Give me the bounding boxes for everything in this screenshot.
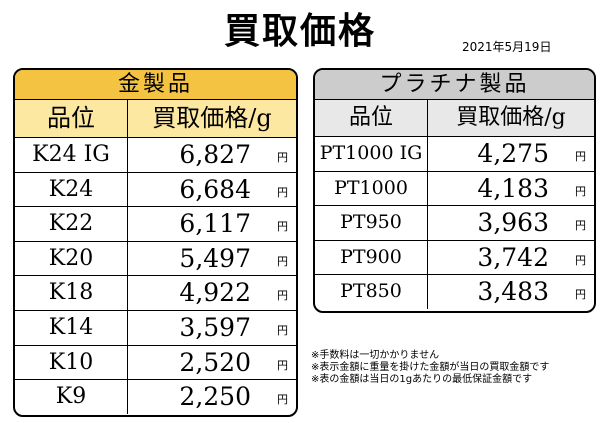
platinum-grade: PT850 <box>315 275 428 309</box>
gold-table-row: K24 6,684 円 <box>15 172 296 208</box>
platinum-grade: PT1000 <box>315 171 428 206</box>
platinum-unit: 円 <box>575 150 586 163</box>
platinum-unit: 円 <box>575 253 586 267</box>
gold-price-cell: 5,497 円 <box>128 242 296 276</box>
platinum-price-cell: 3,963 円 <box>428 206 594 240</box>
note-item: ※手数料は一切かかりません <box>311 350 440 361</box>
gold-price: 6,117 <box>179 209 251 239</box>
platinum-price-cell: 3,742 円 <box>428 241 594 275</box>
gold-price-cell: 2,250 円 <box>128 380 296 414</box>
platinum-unit: 円 <box>575 184 586 198</box>
gold-table-row: K20 5,497 円 <box>15 241 296 277</box>
price-date: 2021年5月19日 <box>462 40 552 54</box>
gold-price: 6,684 <box>179 174 251 204</box>
gold-price-cell: 6,827 円 <box>128 138 296 172</box>
platinum-table-header: プラチナ製品 <box>315 70 594 100</box>
platinum-price: 3,963 <box>477 208 549 238</box>
gold-price: 2,250 <box>179 382 251 412</box>
gold-column-headers: 品位 買取価格/g <box>15 100 296 138</box>
platinum-table-row: PT1000 IG 4,275 円 <box>315 137 594 172</box>
gold-price-cell: 6,117 円 <box>128 207 296 241</box>
platinum-table-row: PT900 3,742 円 <box>315 240 594 276</box>
gold-grade: K10 <box>15 345 128 380</box>
gold-table-row: K18 4,922 円 <box>15 276 296 311</box>
note-item: ※表の金額は当日の1gあたりの最低保証金額です <box>311 374 533 385</box>
platinum-grade-column-header: 品位 <box>315 100 428 136</box>
gold-grade: K18 <box>15 276 128 310</box>
platinum-price-column-header: 買取価格/g <box>456 105 566 130</box>
gold-unit: 円 <box>277 185 288 199</box>
platinum-price: 4,275 <box>477 139 549 168</box>
gold-table-row: K14 3,597 円 <box>15 310 296 346</box>
gold-unit: 円 <box>277 289 288 303</box>
note-item: ※表示金額に重量を掛けた金額が当日の買取金額です <box>311 362 550 373</box>
gold-table-row: K9 2,250 円 <box>15 380 296 414</box>
gold-table-row: K24 IG 6,827 円 <box>15 138 296 173</box>
platinum-price-cell: 4,183 円 <box>428 172 594 206</box>
gold-unit: 円 <box>277 254 288 268</box>
gold-grade: K14 <box>15 310 128 345</box>
platinum-grade: PT900 <box>315 240 428 275</box>
platinum-price-table: プラチナ製品 品位 買取価格/g PT1000 IG 4,275 円 PT1000 4,… <box>313 68 596 313</box>
gold-price-table: 金製品 品位 買取価格/g K24 IG 6,827 円 K24 6,684 円 K22 6,… <box>13 68 298 417</box>
gold-price-column-header: 買取価格/g <box>152 104 272 132</box>
platinum-unit: 円 <box>575 288 586 302</box>
gold-grade-column-header: 品位 <box>15 100 128 137</box>
gold-grade: K20 <box>15 241 128 276</box>
gold-price-cell: 4,922 円 <box>128 276 296 310</box>
platinum-unit: 円 <box>575 219 586 233</box>
platinum-grade: PT1000 IG <box>315 137 428 171</box>
platinum-price-cell: 4,275 円 <box>428 137 594 171</box>
gold-grade: K24 <box>15 172 128 207</box>
platinum-column-headers: 品位 買取価格/g <box>315 100 594 137</box>
platinum-price: 3,483 <box>477 277 549 307</box>
gold-price: 3,597 <box>179 312 251 342</box>
platinum-table-row: PT850 3,483 円 <box>315 275 594 309</box>
gold-unit: 円 <box>277 393 288 407</box>
gold-unit: 円 <box>277 358 288 372</box>
gold-price-cell: 2,520 円 <box>128 346 296 380</box>
notes: ※手数料は一切かかりません ※表示金額に重量を掛けた金額が当日の買取金額です ※… <box>311 350 549 386</box>
gold-price: 5,497 <box>179 243 251 273</box>
gold-grade: K22 <box>15 207 128 241</box>
gold-table-row: K10 2,520 円 <box>15 345 296 381</box>
gold-price-cell: 6,684 円 <box>128 173 296 207</box>
gold-grade: K24 IG <box>15 138 128 172</box>
gold-grade: K9 <box>15 380 128 414</box>
gold-price-cell: 3,597 円 <box>128 311 296 345</box>
platinum-table-row: PT950 3,963 円 <box>315 206 594 241</box>
platinum-table-row: PT1000 4,183 円 <box>315 171 594 207</box>
gold-price: 4,922 <box>179 278 251 308</box>
gold-unit: 円 <box>277 323 288 337</box>
platinum-grade: PT950 <box>315 206 428 240</box>
platinum-price: 4,183 <box>477 173 549 203</box>
gold-table-row: K22 6,117 円 <box>15 207 296 242</box>
gold-price: 6,827 <box>179 140 251 169</box>
platinum-price-cell: 3,483 円 <box>428 275 594 309</box>
gold-price: 2,520 <box>179 347 251 377</box>
platinum-price: 3,742 <box>477 242 549 272</box>
gold-unit: 円 <box>277 151 288 164</box>
gold-unit: 円 <box>277 220 288 234</box>
page-title: 買取価格 <box>223 11 376 52</box>
gold-table-header: 金製品 <box>15 70 296 100</box>
